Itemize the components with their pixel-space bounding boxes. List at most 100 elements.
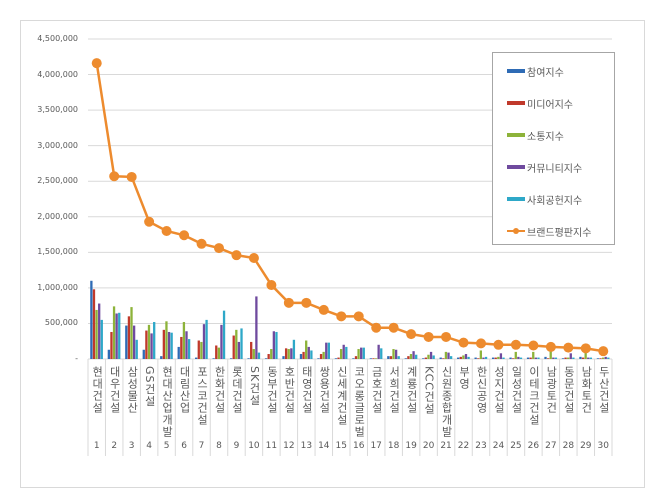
bar-3-6: [202, 324, 206, 359]
x-tick-label: 남광토건: [544, 366, 558, 414]
bar-4-21: [467, 356, 470, 359]
bar-2-7: [217, 347, 220, 359]
bar-3-21: [464, 354, 468, 359]
bar-1-0: [92, 289, 96, 359]
bar-0-11: [282, 356, 285, 359]
x-tick-label: 대림산업: [178, 366, 192, 414]
bar-0-1: [107, 349, 110, 359]
line-point-27: [563, 342, 574, 353]
rank-label: 11: [265, 441, 278, 451]
bar-0-14: [334, 358, 338, 359]
bar-3-20: [447, 352, 450, 359]
bar-4-15: [362, 347, 365, 359]
bar-1-6: [197, 340, 200, 359]
bar-4-29: [607, 357, 610, 359]
bar-2-14: [339, 349, 343, 359]
line-point-1: [109, 171, 120, 182]
bar-3-19: [429, 351, 433, 359]
bar-1-11: [284, 348, 288, 359]
bar-2-8: [235, 329, 238, 359]
bar-0-6: [195, 357, 198, 359]
bar-3-1: [115, 313, 118, 359]
bar-3-10: [272, 331, 275, 359]
bar-4-25: [537, 357, 540, 359]
rank-label: 10: [248, 441, 260, 451]
x-tick-label: 롯데건설: [230, 366, 244, 414]
x-tick-label: SK건설: [247, 366, 261, 407]
y-tick-label: 2,000,000: [37, 211, 78, 221]
x-tick-label: 계룡건설: [405, 366, 419, 414]
bar-3-14: [342, 344, 345, 359]
bar-1-3: [145, 330, 148, 359]
bar-2-19: [427, 354, 430, 359]
bar-2-13: [322, 351, 325, 359]
bar-0-16: [369, 358, 372, 359]
rank-label: 3: [128, 441, 135, 451]
bar-1-19: [424, 357, 427, 359]
legend-swatch: [507, 165, 525, 169]
line-point-8: [231, 250, 242, 261]
rank-label: 20: [422, 441, 435, 451]
bar-4-7: [222, 310, 226, 359]
line-point-9: [248, 253, 259, 264]
rank-label: 16: [352, 441, 365, 451]
x-tick-label: 두산건설: [597, 366, 611, 414]
bar-0-4: [160, 356, 163, 359]
bar-2-27: [567, 357, 570, 359]
legend-item: 참여지수: [507, 64, 564, 79]
y-tick-label: 500,000: [44, 318, 78, 328]
bar-2-4: [165, 321, 168, 359]
bar-1-10: [267, 354, 270, 359]
bar-4-3: [153, 322, 156, 359]
bar-4-1: [118, 312, 121, 359]
line-point-13: [318, 304, 329, 315]
rank-label: 7: [198, 441, 205, 451]
x-tick-label: 성지건설: [492, 366, 506, 414]
bar-1-15: [354, 356, 358, 359]
bar-1-21: [459, 356, 462, 359]
bar-1-1: [110, 331, 113, 359]
line-point-20: [441, 331, 452, 342]
legend-item: 브랜드평판지수: [507, 224, 591, 239]
bar-3-11: [290, 348, 293, 359]
rank-label: 28: [562, 441, 575, 451]
x-tick-label: 동문건설: [562, 366, 576, 414]
x-tick-label: KCC건설: [422, 366, 436, 415]
bar-2-10: [270, 349, 273, 359]
y-tick-label: 2,500,000: [37, 176, 78, 186]
bar-2-5: [182, 322, 186, 359]
bar-4-9: [257, 352, 261, 359]
bar-1-2: [127, 316, 131, 359]
bar-0-28: [579, 356, 582, 359]
bar-4-2: [135, 339, 138, 359]
rank-label: 25: [510, 441, 522, 451]
rank-label: 14: [318, 441, 330, 451]
line-point-23: [493, 339, 504, 350]
line-point-29: [598, 346, 609, 357]
bar-3-16: [377, 344, 380, 359]
bar-4-11: [292, 339, 296, 359]
bar-1-17: [389, 356, 393, 359]
bar-4-4: [170, 332, 173, 359]
x-tick-label: 코오롱글로벌: [352, 366, 366, 438]
chart-frame: [20, 20, 645, 488]
x-tick-label: 현대산업개발: [160, 366, 174, 438]
rank-label: 2: [111, 441, 118, 451]
bar-3-18: [412, 351, 415, 359]
y-tick-label: -: [75, 354, 78, 363]
bar-4-28: [589, 357, 592, 359]
rank-label: 27: [545, 441, 557, 451]
bar-2-12: [305, 340, 308, 359]
rank-label: 23: [475, 441, 487, 451]
bar-1-26: [546, 358, 550, 359]
bar-3-5: [185, 331, 188, 359]
y-tick-label: 3,000,000: [37, 140, 78, 150]
legend-item: 소통지수: [507, 128, 564, 143]
rank-label: 21: [440, 441, 452, 451]
bar-0-25: [526, 357, 530, 359]
bar-0-20: [439, 357, 442, 359]
x-tick-label: 남화토건: [579, 366, 593, 414]
bar-2-29: [601, 357, 605, 359]
bar-4-18: [415, 354, 418, 359]
bar-2-1: [112, 306, 116, 359]
